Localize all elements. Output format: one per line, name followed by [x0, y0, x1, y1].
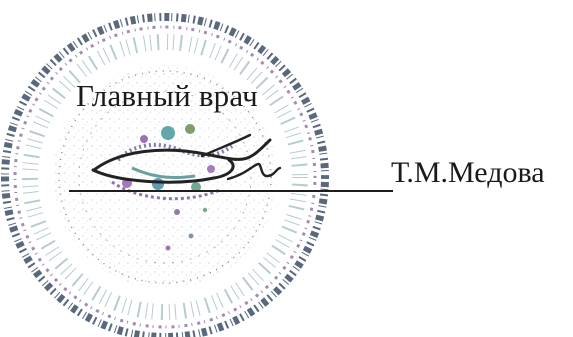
- position-title: Главный врач: [76, 78, 258, 113]
- signature-line: [69, 190, 393, 192]
- signer-name: Т.М.Медова: [391, 156, 545, 189]
- seal-emblem: [111, 124, 234, 251]
